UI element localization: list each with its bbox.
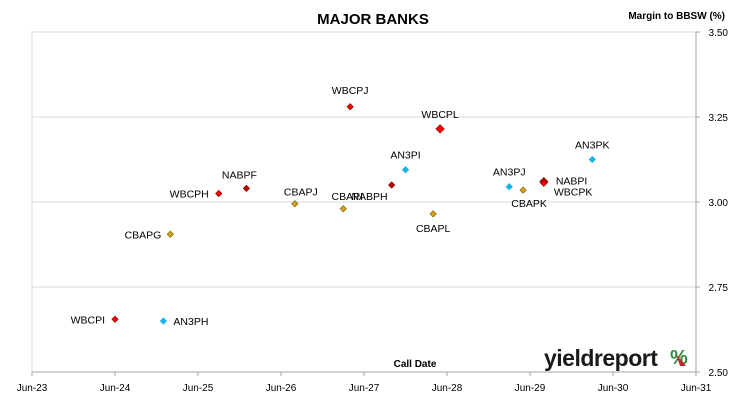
- point-label-wbcpj: WBCPJ: [332, 85, 369, 97]
- point-label-cbapi: CBAPI: [331, 191, 363, 203]
- x-tick-label: Jun-26: [266, 383, 297, 394]
- data-point-an3pi: [401, 166, 410, 174]
- x-tick-label: Jun-29: [515, 383, 546, 394]
- point-label-wbcpi: WBCPI: [71, 314, 105, 326]
- data-point-an3ph: [159, 317, 168, 325]
- x-tick-label: Jun-27: [349, 383, 380, 394]
- x-tick-label: Jun-30: [598, 383, 629, 394]
- y-tick-labels: 2.50 2.75 3.00 3.25 3.50: [696, 28, 728, 379]
- y-tick-label: 3.25: [709, 113, 729, 124]
- y-tick-label: 3.00: [709, 198, 729, 209]
- point-label-cbapg: CBAPG: [125, 229, 162, 241]
- point-label-cbapj: CBAPJ: [284, 187, 318, 199]
- data-point-cbapi: [339, 205, 347, 213]
- x-tick-label: Jun-24: [100, 383, 131, 394]
- y-axis-title: Margin to BBSW (%): [628, 11, 725, 22]
- y-tick-label: 2.75: [709, 283, 729, 294]
- data-points: [111, 103, 596, 325]
- data-point-wbcph: [215, 189, 223, 198]
- data-point-wbcpi: [111, 315, 119, 323]
- data-point-cbapk: [519, 186, 527, 194]
- logo-red-mark-icon: [676, 354, 686, 366]
- point-label-cbapl: CBAPL: [416, 223, 451, 235]
- y-tick-label: 2.50: [709, 368, 729, 379]
- point-label-an3ph: AN3PH: [173, 316, 208, 328]
- x-tick-label: Jun-31: [681, 383, 712, 394]
- point-label-cbapk: CBAPK: [511, 198, 547, 210]
- x-tick-label: Jun-28: [432, 383, 463, 394]
- data-point-wbcpl: [435, 124, 445, 134]
- chart-title: MAJOR BANKS: [317, 11, 429, 28]
- point-label-wbcpk: WBCPK: [554, 186, 593, 198]
- x-tick-labels: Jun-23 Jun-24 Jun-25 Jun-26 Jun-27 Jun-28 Jun-…: [17, 372, 712, 394]
- data-point-cbapj: [291, 200, 299, 208]
- data-point-cbapl: [429, 210, 437, 218]
- yieldreport-logo: yieldreport %: [544, 345, 688, 371]
- point-label-an3pi: AN3PI: [390, 150, 420, 162]
- x-axis-title: Call Date: [394, 359, 437, 370]
- point-label-nabpi: NABPI: [556, 176, 588, 188]
- data-point-nabph: [388, 181, 396, 189]
- point-label-wbcph: WBCPH: [170, 189, 209, 201]
- point-label-wbcpl: WBCPL: [421, 109, 459, 121]
- data-point-an3pk: [588, 155, 596, 164]
- point-label-nabpf: NABPF: [222, 169, 257, 181]
- point-label-nabph: NABPH: [351, 191, 387, 203]
- point-label-an3pj: AN3PJ: [493, 167, 526, 179]
- y-tick-label: 3.50: [709, 28, 729, 39]
- x-tick-label: Jun-23: [17, 383, 48, 394]
- data-point-an3pj: [505, 183, 513, 191]
- data-point-wbcpk: [540, 179, 548, 187]
- data-point-cbapg: [166, 230, 174, 238]
- gridlines: [32, 116, 696, 288]
- data-point-wbcpj: [346, 103, 354, 111]
- data-point-nabpf: [242, 184, 251, 193]
- point-label-an3pk: AN3PK: [575, 140, 609, 152]
- x-tick-label: Jun-25: [183, 383, 214, 394]
- logo-text: yieldreport: [544, 345, 658, 371]
